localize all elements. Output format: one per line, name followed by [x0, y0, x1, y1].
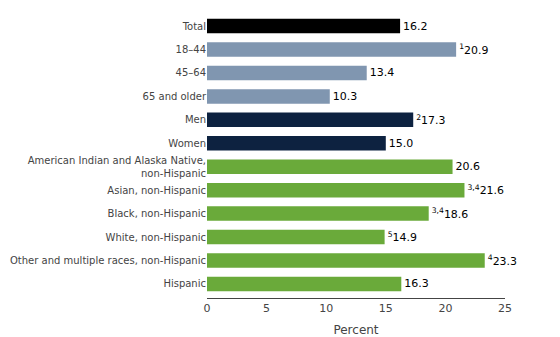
svg-text:65 and older: 65 and older [143, 91, 207, 102]
svg-text:15: 15 [379, 302, 393, 315]
svg-text:16.3: 16.3 [404, 277, 429, 290]
svg-text:5: 5 [263, 302, 270, 315]
svg-text:20.6: 20.6 [456, 160, 481, 173]
svg-text:Total: Total [182, 21, 206, 32]
svg-text:​4​23.3: ​4​23.3 [488, 253, 517, 268]
svg-text:Other and multiple races, non-: Other and multiple races, non-Hispanic [10, 255, 206, 266]
svg-text:Men: Men [185, 114, 206, 125]
svg-text:Hispanic: Hispanic [163, 278, 206, 289]
svg-text:20: 20 [438, 302, 452, 315]
svg-text:16.2: 16.2 [403, 20, 428, 33]
svg-text:25: 25 [498, 302, 512, 315]
svg-text:​2​17.3: ​2​17.3 [416, 113, 445, 128]
svg-text:18–44: 18–44 [176, 44, 206, 55]
svg-text:​5​14.9: ​5​14.9 [388, 230, 417, 245]
svg-text:15.0: 15.0 [389, 137, 414, 150]
svg-text:45–64: 45–64 [176, 67, 206, 78]
svg-text:10: 10 [319, 302, 333, 315]
svg-text:Women: Women [168, 138, 206, 149]
svg-text:White, non-Hispanic: White, non-Hispanic [106, 232, 206, 243]
svg-text:American Indian and Alaska Nat: American Indian and Alaska Native,non-Hi… [28, 155, 206, 179]
svg-text:Black, non-Hispanic: Black, non-Hispanic [108, 208, 206, 219]
svg-text:​1​20.9: ​1​20.9 [459, 42, 488, 57]
svg-text:0: 0 [204, 302, 211, 315]
svg-text:10.3: 10.3 [333, 90, 358, 103]
svg-text:​3,4​18.6: ​3,4​18.6 [432, 206, 469, 221]
svg-text:Asian, non-Hispanic: Asian, non-Hispanic [107, 185, 206, 196]
svg-text:Percent: Percent [333, 323, 378, 337]
svg-text:​3,4​21.6: ​3,4​21.6 [467, 183, 504, 198]
svg-text:13.4: 13.4 [370, 66, 395, 79]
